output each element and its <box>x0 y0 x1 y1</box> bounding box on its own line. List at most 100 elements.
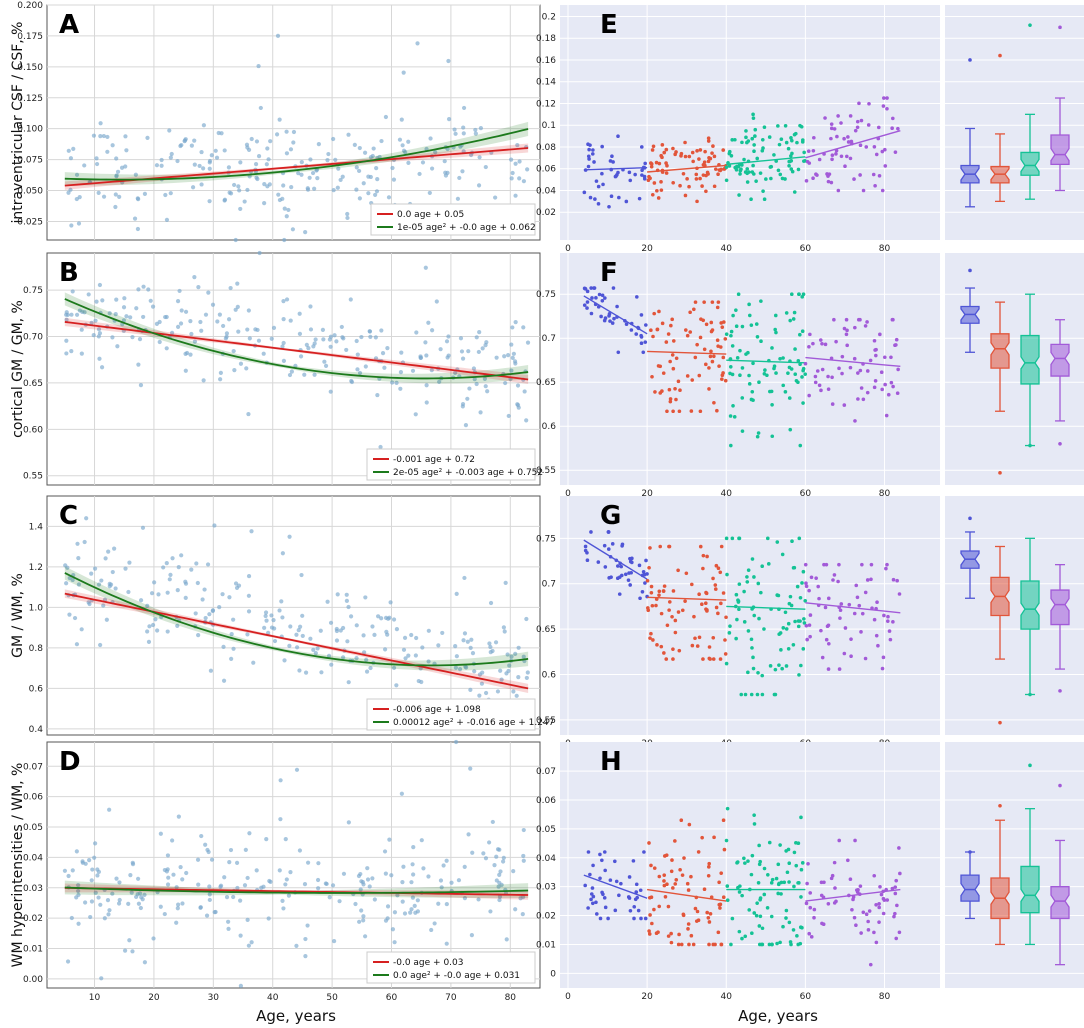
group-point <box>701 566 705 571</box>
scatter-point <box>311 344 316 349</box>
scatter-point <box>461 638 466 643</box>
group-point <box>638 888 643 893</box>
group-point <box>695 644 700 648</box>
scatter-point <box>74 196 79 202</box>
group-point <box>757 924 762 928</box>
group-point <box>746 859 750 863</box>
scatter-point <box>521 654 526 659</box>
scatter-point <box>456 878 462 883</box>
scatter-point <box>499 677 504 682</box>
scatter-point <box>497 872 502 877</box>
scatter-point <box>66 148 71 153</box>
scatter-point <box>115 169 121 174</box>
scatter-point <box>515 143 520 148</box>
group-point <box>880 666 885 671</box>
scatter-point <box>524 418 529 423</box>
group-point <box>602 318 607 323</box>
group-point <box>753 134 757 138</box>
scatter-point <box>74 172 80 177</box>
group-point <box>767 135 772 139</box>
scatter-point <box>483 164 488 170</box>
scatter-point <box>400 143 405 148</box>
group-point <box>859 630 863 634</box>
scatter-point <box>79 351 84 356</box>
scatter-point <box>238 933 243 938</box>
group-point <box>691 159 695 164</box>
scatter-point <box>288 624 293 629</box>
scatter-point <box>494 854 499 859</box>
group-point <box>807 344 811 349</box>
group-point <box>717 880 721 885</box>
scatter-point <box>195 580 200 586</box>
scatter-point <box>394 683 399 688</box>
group-point <box>809 935 814 939</box>
group-point <box>669 940 674 945</box>
scatter-point <box>406 653 411 658</box>
group-point <box>734 308 738 312</box>
group-point <box>707 366 711 370</box>
scatter-point <box>221 644 226 649</box>
scatter-point <box>205 562 211 567</box>
group-point <box>784 311 789 315</box>
scatter-point <box>510 170 515 176</box>
group-point <box>655 643 659 647</box>
group-point <box>792 884 796 889</box>
group-point <box>755 434 760 439</box>
scatter-point <box>440 630 445 636</box>
group-point <box>770 346 774 350</box>
scatter-point <box>308 157 313 162</box>
group-point <box>596 202 601 206</box>
scatter-point <box>281 358 287 364</box>
scatter-point <box>310 170 316 176</box>
group-point <box>630 560 634 565</box>
y-tick-label: 0.05 <box>23 823 43 833</box>
y-tick-label: 0.14 <box>536 78 556 88</box>
y-tick-label: 0.4 <box>29 725 44 735</box>
scatter-point <box>64 351 69 356</box>
group-point <box>649 161 653 165</box>
scatter-point <box>205 847 210 853</box>
group-point <box>812 907 817 912</box>
scatter-point <box>176 814 181 819</box>
group-point <box>704 189 708 194</box>
group-point <box>666 934 671 938</box>
group-point <box>673 386 677 391</box>
scatter-point <box>137 891 143 896</box>
group-point <box>683 154 688 159</box>
group-point <box>643 161 647 166</box>
y-tick-label: 0.04 <box>23 853 43 863</box>
scatter-point <box>107 311 112 316</box>
group-point <box>739 167 743 171</box>
group-point <box>770 942 774 947</box>
group-point <box>686 927 690 931</box>
scatter-point <box>522 389 527 394</box>
group-point <box>582 303 587 307</box>
scatter-point <box>220 592 225 597</box>
group-point <box>807 393 811 398</box>
group-point <box>671 886 675 890</box>
group-point <box>866 928 871 932</box>
group-point <box>649 328 653 332</box>
group-point <box>887 629 892 633</box>
group-point <box>876 125 881 130</box>
scatter-point <box>231 617 236 622</box>
group-point <box>587 157 591 161</box>
scatter-point <box>299 160 304 165</box>
scatter-point <box>444 339 450 344</box>
scatter-point <box>80 309 85 314</box>
scatter-point <box>136 876 141 881</box>
group-point <box>687 822 692 827</box>
scatter-point <box>171 872 176 877</box>
scatter-point <box>349 379 355 385</box>
x-tick-label: 80 <box>879 992 891 1002</box>
scatter-point <box>397 137 403 142</box>
group-point <box>791 643 796 647</box>
scatter-point <box>278 817 283 822</box>
scatter-point <box>428 136 433 141</box>
scatter-point <box>96 895 101 900</box>
group-point <box>842 136 846 141</box>
group-point <box>745 575 749 579</box>
scatter-point <box>462 575 467 581</box>
scatter-point <box>409 632 414 638</box>
group-point <box>846 858 850 863</box>
